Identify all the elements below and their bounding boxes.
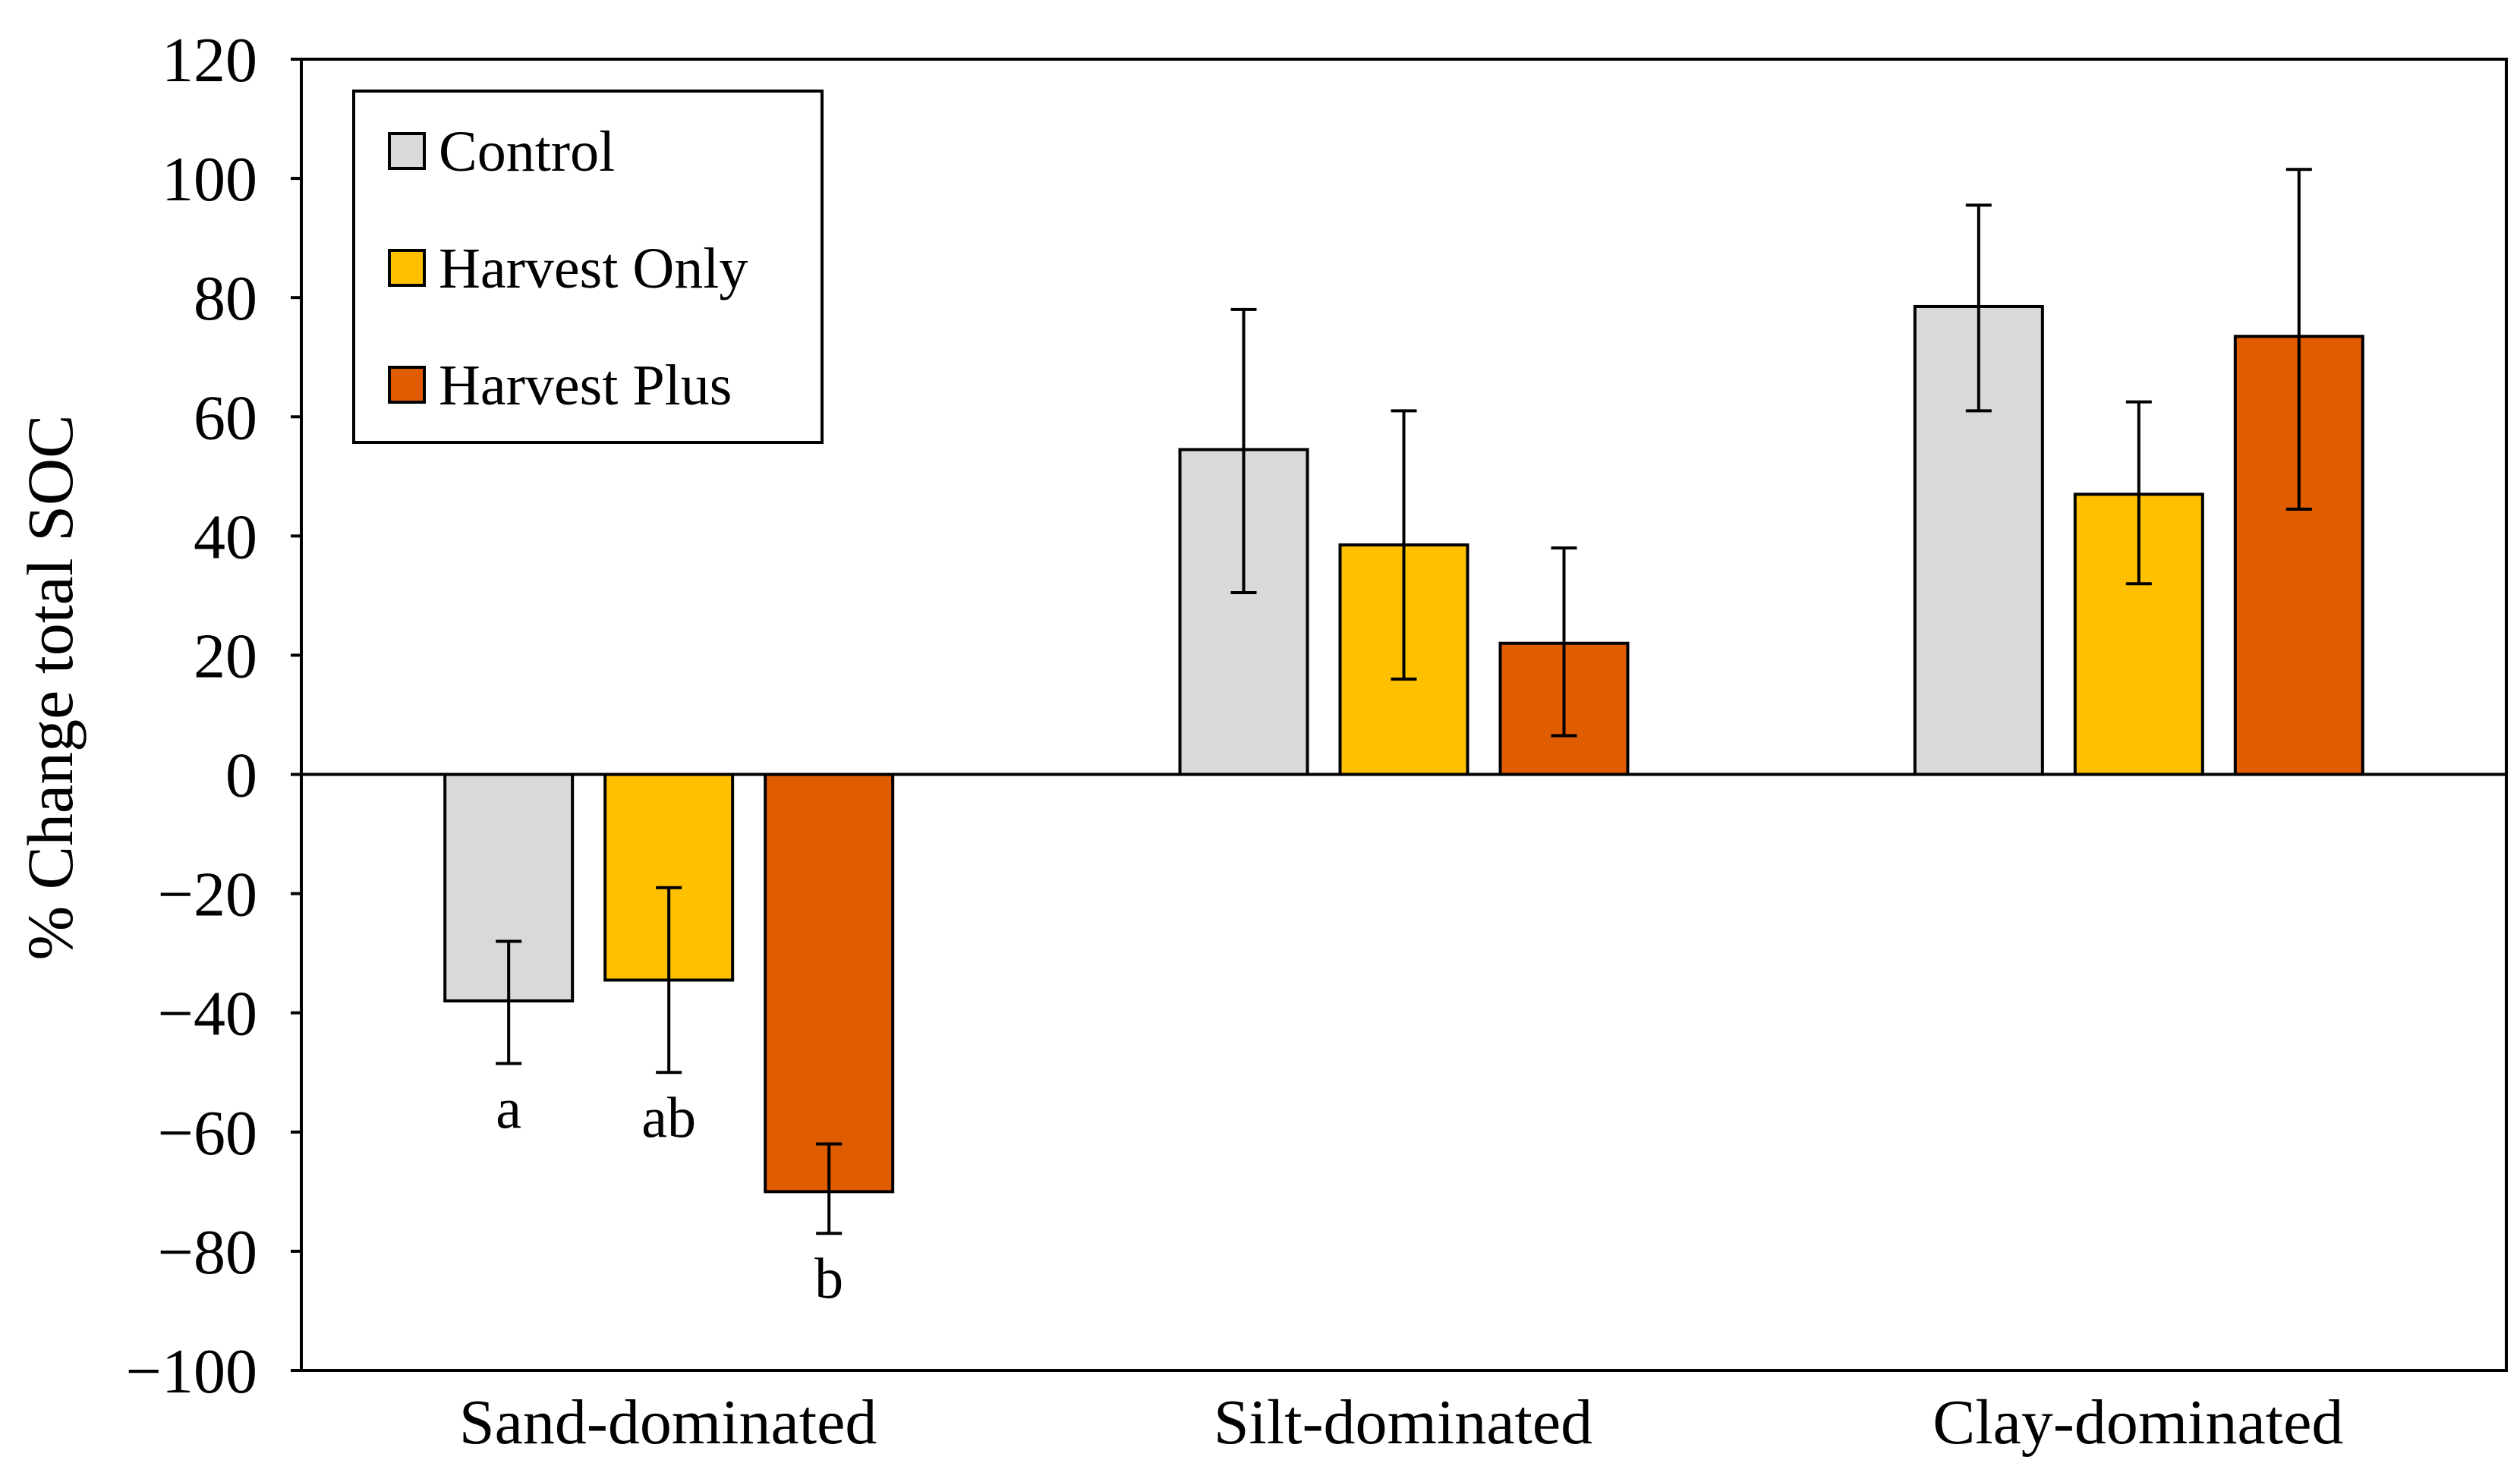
y-tick-label: −100 — [126, 1336, 257, 1407]
legend-item-harvest-only: Harvest Only — [388, 237, 748, 300]
legend-swatch — [388, 132, 426, 170]
y-tick-label: 120 — [162, 25, 257, 96]
legend-label: Harvest Plus — [439, 354, 732, 417]
y-tick-label: −40 — [158, 979, 257, 1049]
significance-label: ab — [641, 1086, 696, 1150]
y-tick-label: 60 — [194, 382, 257, 453]
y-tick-label: 40 — [194, 502, 257, 572]
bar-sand-dominated-harvest-plus — [764, 772, 895, 1194]
category-labels-layer: Sand-dominated Silt-dominated Clay-dominat… — [459, 1387, 2344, 1458]
y-tick-label: −20 — [158, 860, 257, 930]
y-tick-label: −80 — [158, 1217, 257, 1288]
legend: Control Harvest Only Harvest Plus — [352, 90, 824, 444]
plot-area-border — [300, 58, 2508, 1372]
significance-labels-layer: a ab b — [496, 1077, 843, 1311]
legend-swatch — [388, 249, 426, 287]
significance-label: a — [496, 1077, 521, 1141]
y-tick-label: 80 — [194, 263, 257, 334]
significance-label: b — [814, 1247, 843, 1311]
legend-item-control: Control — [388, 120, 615, 184]
y-tick-label: −60 — [158, 1098, 257, 1169]
y-tick-label: 20 — [194, 621, 257, 691]
x-category-label-clay-dominated: Clay-dominated — [1933, 1387, 2343, 1458]
legend-label: Control — [439, 120, 615, 184]
error-bar-clay-dominated-harvest-only — [2125, 400, 2152, 586]
legend-label: Harvest Only — [439, 237, 748, 300]
x-category-label-silt-dominated: Silt-dominated — [1214, 1387, 1592, 1458]
x-category-label-sand-dominated: Sand-dominated — [459, 1387, 877, 1458]
error-bar-sand-dominated-control — [496, 939, 522, 1065]
y-ticks-layer: −100 −80 −60 −40 −20 0 20 40 60 80 100 120 — [126, 25, 301, 1407]
error-bar-clay-dominated-control — [1965, 203, 1992, 413]
error-bar-silt-dominated-control — [1230, 307, 1257, 594]
error-bar-silt-dominated-harvest-plus — [1551, 546, 1577, 738]
y-axis-title: % Change total SOC — [14, 415, 87, 961]
legend-item-harvest-plus: Harvest Plus — [388, 354, 732, 417]
error-bar-sand-dominated-harvest-only — [656, 886, 682, 1075]
legend-box — [352, 90, 824, 444]
y-tick-label: 0 — [225, 741, 257, 811]
error-bar-clay-dominated-harvest-plus — [2285, 168, 2312, 511]
y-tick-label: 100 — [162, 144, 257, 215]
error-bar-silt-dominated-harvest-only — [1391, 409, 1417, 681]
error-bars-layer — [496, 168, 2312, 1235]
legend-swatch — [388, 366, 426, 404]
error-bar-sand-dominated-harvest-plus — [816, 1142, 843, 1235]
plot-frame-layer — [300, 58, 2508, 1372]
